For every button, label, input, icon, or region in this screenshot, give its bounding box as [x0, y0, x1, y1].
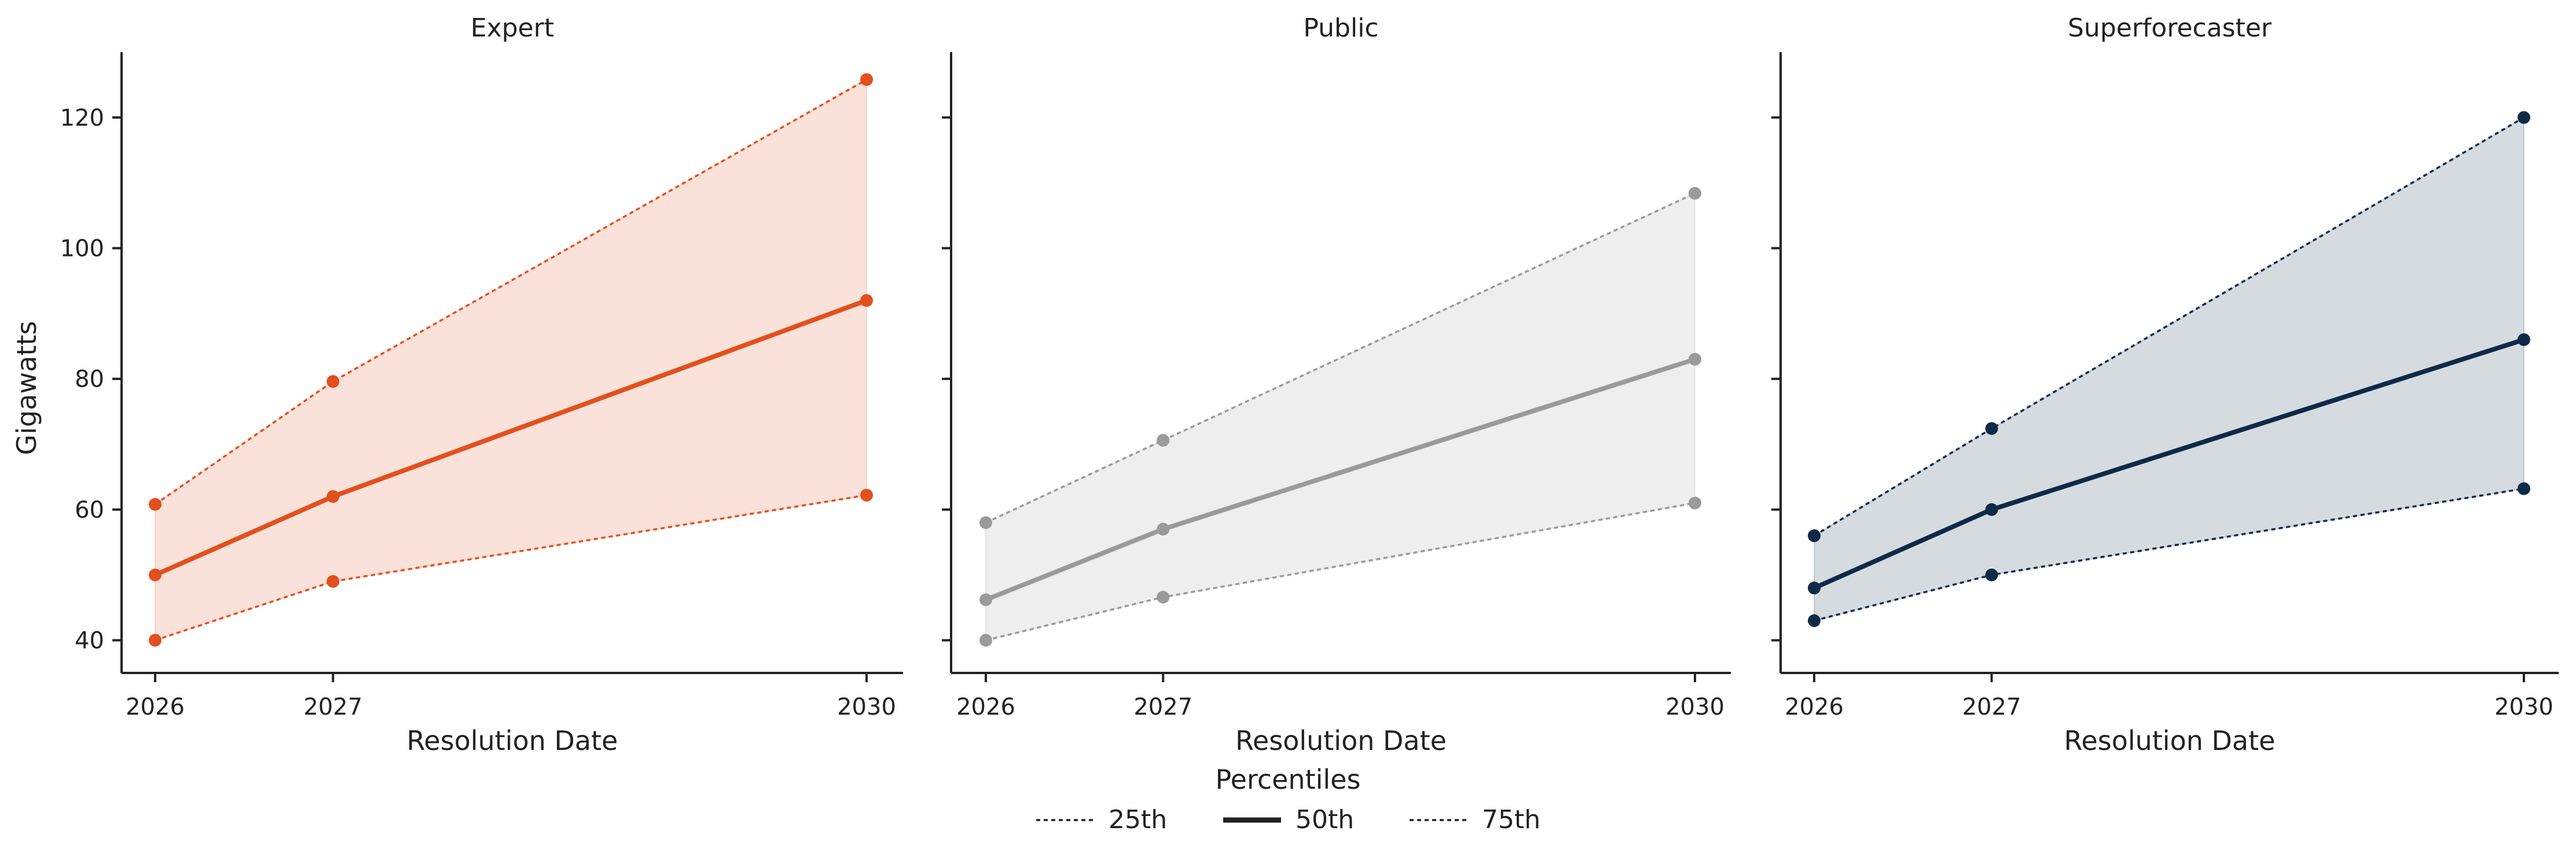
panel-public: Public 2026 2027 2030 Resolution Date — [942, 13, 1731, 756]
band-public — [985, 192, 1696, 641]
point-superforecaster-50th-2026 — [1808, 581, 1821, 595]
x-axis-label-public: Resolution Date — [1235, 725, 1447, 756]
point-public-25th-2026 — [979, 634, 992, 647]
legend-label-75th: 75th — [1482, 805, 1540, 835]
x-tick-label-superforecaster-2027: 2027 — [1962, 694, 2021, 720]
band-expert — [155, 78, 867, 641]
point-superforecaster-25th-2026 — [1808, 614, 1821, 627]
point-public-25th-2030 — [1689, 496, 1701, 510]
point-superforecaster-25th-2027 — [1985, 568, 1998, 581]
point-expert-75th-2027 — [326, 375, 340, 388]
panel-title-public: Public — [1303, 13, 1378, 43]
x-tick-label-superforecaster-2030: 2030 — [2494, 694, 2553, 720]
x-tick-label-expert-2027: 2027 — [303, 694, 362, 720]
y-tick-label-80: 80 — [75, 366, 104, 393]
x-tick-label-expert-2026: 2026 — [126, 694, 185, 720]
y-tick-label-120: 120 — [60, 105, 104, 131]
x-tick-label-public-2030: 2030 — [1665, 694, 1724, 720]
point-expert-50th-2027 — [326, 490, 340, 503]
x-tick-label-public-2026: 2026 — [956, 694, 1015, 720]
point-expert-50th-2026 — [149, 568, 162, 581]
point-public-50th-2026 — [979, 593, 992, 606]
x-tick-label-expert-2030: 2030 — [837, 694, 896, 720]
series-line-superforecaster-75th — [1814, 116, 2524, 537]
point-superforecaster-75th-2030 — [2518, 111, 2530, 124]
y-axis-label: Gigawatts — [11, 321, 42, 455]
panel-title-superforecaster: Superforecaster — [2068, 13, 2272, 43]
legend-entries: 25th 50th 75th — [1036, 805, 1540, 835]
x-axis-label-expert: Resolution Date — [407, 725, 618, 756]
x-axis-label-superforecaster: Resolution Date — [2064, 725, 2276, 756]
point-expert-50th-2030 — [860, 294, 873, 307]
panel-title-expert: Expert — [471, 13, 554, 43]
point-public-25th-2027 — [1157, 591, 1170, 604]
point-superforecaster-75th-2026 — [1808, 529, 1821, 543]
y-tick-label-40: 40 — [75, 628, 104, 654]
point-superforecaster-50th-2030 — [2518, 333, 2530, 346]
panel-superforecaster: Superforecaster 2026 2027 2030 Resolution Da… — [1771, 13, 2559, 756]
point-public-75th-2026 — [979, 516, 992, 529]
x-tick-label-superforecaster-2026: 2026 — [1785, 694, 1844, 720]
point-superforecaster-75th-2027 — [1985, 422, 1998, 435]
y-tick-label-60: 60 — [75, 497, 104, 524]
point-expert-25th-2026 — [149, 634, 162, 647]
point-public-75th-2030 — [1689, 186, 1701, 200]
point-superforecaster-25th-2030 — [2518, 482, 2530, 495]
point-superforecaster-50th-2027 — [1985, 503, 1998, 516]
x-tick-label-public-2027: 2027 — [1133, 694, 1192, 720]
series-line-expert-25th — [155, 494, 867, 642]
panels: Expert 40 60 80 100 120 2026 2027 2030 Resolution… — [60, 13, 2559, 756]
point-public-50th-2030 — [1689, 353, 1701, 366]
legend: Percentiles 25th 50th 75th — [1036, 764, 1540, 835]
point-expert-25th-2030 — [860, 489, 873, 502]
point-expert-25th-2027 — [326, 575, 340, 588]
point-expert-75th-2030 — [860, 73, 873, 86]
point-public-50th-2027 — [1157, 522, 1170, 536]
panel-expert: Expert 40 60 80 100 120 2026 2027 2030 Resolution… — [60, 13, 903, 756]
legend-label-25th: 25th — [1109, 805, 1167, 835]
legend-title: Percentiles — [1216, 764, 1361, 795]
point-expert-75th-2026 — [149, 497, 162, 511]
legend-label-50th: 50th — [1296, 805, 1354, 835]
point-public-75th-2027 — [1157, 434, 1170, 447]
series-line-expert-75th — [155, 78, 867, 506]
y-tick-label-100: 100 — [60, 236, 104, 262]
